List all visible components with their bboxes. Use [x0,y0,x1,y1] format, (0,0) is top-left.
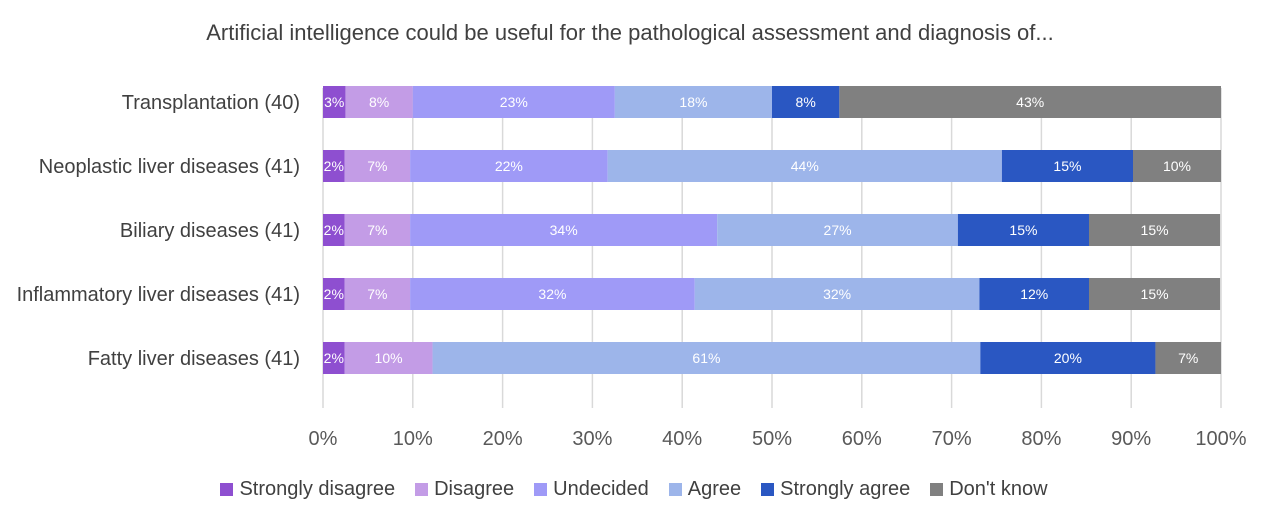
bar-segment [957,214,1089,246]
legend-label: Strongly disagree [239,478,396,500]
category-label: Neoplastic liver diseases (41) [39,156,300,178]
bar-segment [772,86,840,118]
x-tick-label: 80% [1021,428,1061,450]
legend-label: Strongly agree [780,478,911,500]
bar-segment [345,86,413,118]
data-label: 2% [324,286,344,302]
bar-segment [412,86,615,118]
data-label: 7% [367,222,387,238]
data-label: 61% [692,350,720,366]
data-label: 18% [679,94,707,110]
bar-segment [344,214,411,246]
legend-label: Disagree [434,478,515,500]
data-label: 7% [367,158,387,174]
bar-segment [979,278,1089,310]
x-tick-label: 90% [1111,428,1151,450]
legend-swatch [930,483,944,496]
data-label: 15% [1053,158,1081,174]
legend-swatch [761,483,775,496]
legend-label: Don't know [949,478,1048,500]
legend-swatch [534,483,548,496]
data-label: 34% [550,222,578,238]
x-tick-label: 0% [309,428,338,450]
data-label: 10% [375,350,403,366]
bars: 3% 8% 23% 18% 8% 43% 2% 7% 22% 44% 15% 10% 2% 7% 34% 27… [323,86,1221,374]
data-label: 15% [1141,286,1169,302]
bar-segment [323,150,345,182]
bar-segment [1132,150,1221,182]
data-label: 2% [324,222,344,238]
bar-segment [323,214,345,246]
category-label: Transplantation (40) [122,92,300,114]
legend-item: Undecided [534,478,649,501]
legend-swatch [220,483,234,496]
stacked-bar-chart: 3% 8% 23% 18% 8% 43% 2% 7% 22% 44% 15% 10% 2% 7% 34% 27… [17,86,1247,450]
x-tick-label: 40% [662,428,702,450]
data-label: 23% [500,94,528,110]
bar-segment [1155,342,1221,374]
legend-item: Don't know [930,478,1048,501]
x-tick-label: 10% [393,428,433,450]
category-labels: Transplantation (40) Neoplastic liver dis… [17,92,300,370]
x-tick-label: 20% [483,428,523,450]
data-label: 44% [791,158,819,174]
x-tick-label: 70% [932,428,972,450]
category-label: Inflammatory liver diseases (41) [17,284,300,306]
data-label: 32% [823,286,851,302]
bar-segment [717,214,958,246]
legend: Strongly disagree Disagree Undecided Agree S… [0,478,1268,501]
data-label: 43% [1016,94,1044,110]
data-label: 8% [369,94,389,110]
bar-segment [344,342,433,374]
bar-segment [1088,278,1221,310]
legend-label: Agree [687,478,742,500]
data-label: 15% [1141,222,1169,238]
data-label: 2% [324,158,344,174]
category-label: Fatty liver diseases (41) [88,348,300,370]
data-label: 22% [495,158,523,174]
category-label: Biliary diseases (41) [120,220,300,242]
bar-segment [410,278,695,310]
data-label: 2% [324,350,344,366]
legend-item: Disagree [415,478,514,501]
legend-item: Strongly agree [761,478,910,501]
data-label: 3% [324,94,344,110]
data-label: 10% [1163,158,1191,174]
chart-title: Artificial intelligence could be useful … [206,20,1054,45]
data-label: 32% [538,286,566,302]
legend-item: Agree [668,478,742,501]
data-label: 12% [1020,286,1048,302]
data-label: 7% [367,286,387,302]
bar-segment [614,86,772,118]
bar-segment [323,342,345,374]
bar-segment [607,150,1002,182]
legend-swatch [668,483,682,496]
data-label: 15% [1009,222,1037,238]
bar-segment [323,278,345,310]
bar-segment [344,278,411,310]
data-label: 8% [796,94,816,110]
x-tick-label: 100% [1195,428,1246,450]
legend-swatch [415,483,429,496]
bar-segment [1088,214,1221,246]
x-axis-ticks: 0% 10% 20% 30% 40% 50% 60% 70% 80% 90% 100% [309,428,1247,450]
x-tick-label: 30% [572,428,612,450]
bar-segment [323,86,346,118]
data-label: 27% [824,222,852,238]
data-label: 20% [1054,350,1082,366]
bar-segment [839,86,1221,118]
bar-segment [432,342,981,374]
x-tick-label: 50% [752,428,792,450]
bar-segment [980,342,1156,374]
legend-item: Strongly disagree [220,478,395,501]
legend-label: Undecided [553,478,649,500]
bar-segment [1001,150,1133,182]
bar-segment [694,278,980,310]
x-tick-label: 60% [842,428,882,450]
data-label: 7% [1178,350,1198,366]
bar-segment [410,214,718,246]
bar-segment [344,150,411,182]
bar-segment [410,150,608,182]
